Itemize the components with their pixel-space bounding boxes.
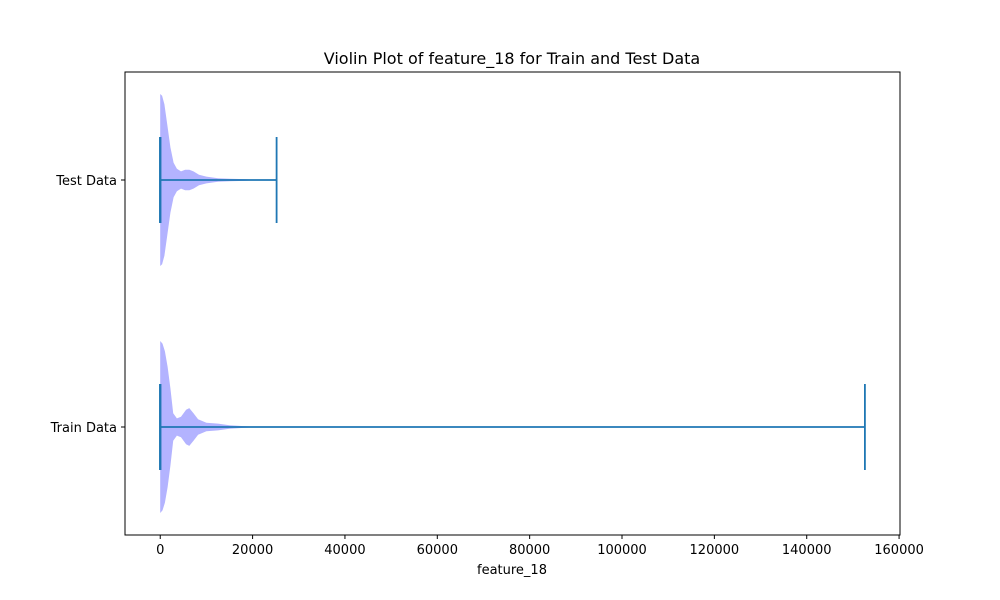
x-tick-label: 140000 [782,543,832,558]
x-axis: 0 20000 40000 60000 80000 100000 120000 140000 1… [156,535,924,558]
plot-area [159,94,866,513]
x-tick-label: 40000 [324,543,365,558]
y-tick-label: Test Data [55,174,117,189]
x-tick-label: 120000 [690,543,740,558]
x-axis-label: feature_18 [477,563,547,578]
x-tick-label: 20000 [232,543,273,558]
axes-frame [124,71,901,536]
x-tick-label: 160000 [874,543,924,558]
x-tick-label: 0 [156,543,164,558]
x-tick-label: 80000 [509,543,550,558]
chart-title: Violin Plot of feature_18 for Train and … [324,49,700,69]
y-tick-label: Train Data [50,421,117,436]
x-tick-label: 60000 [417,543,458,558]
x-tick-label: 100000 [597,543,647,558]
y-axis: Train Data Test Data [50,174,125,436]
